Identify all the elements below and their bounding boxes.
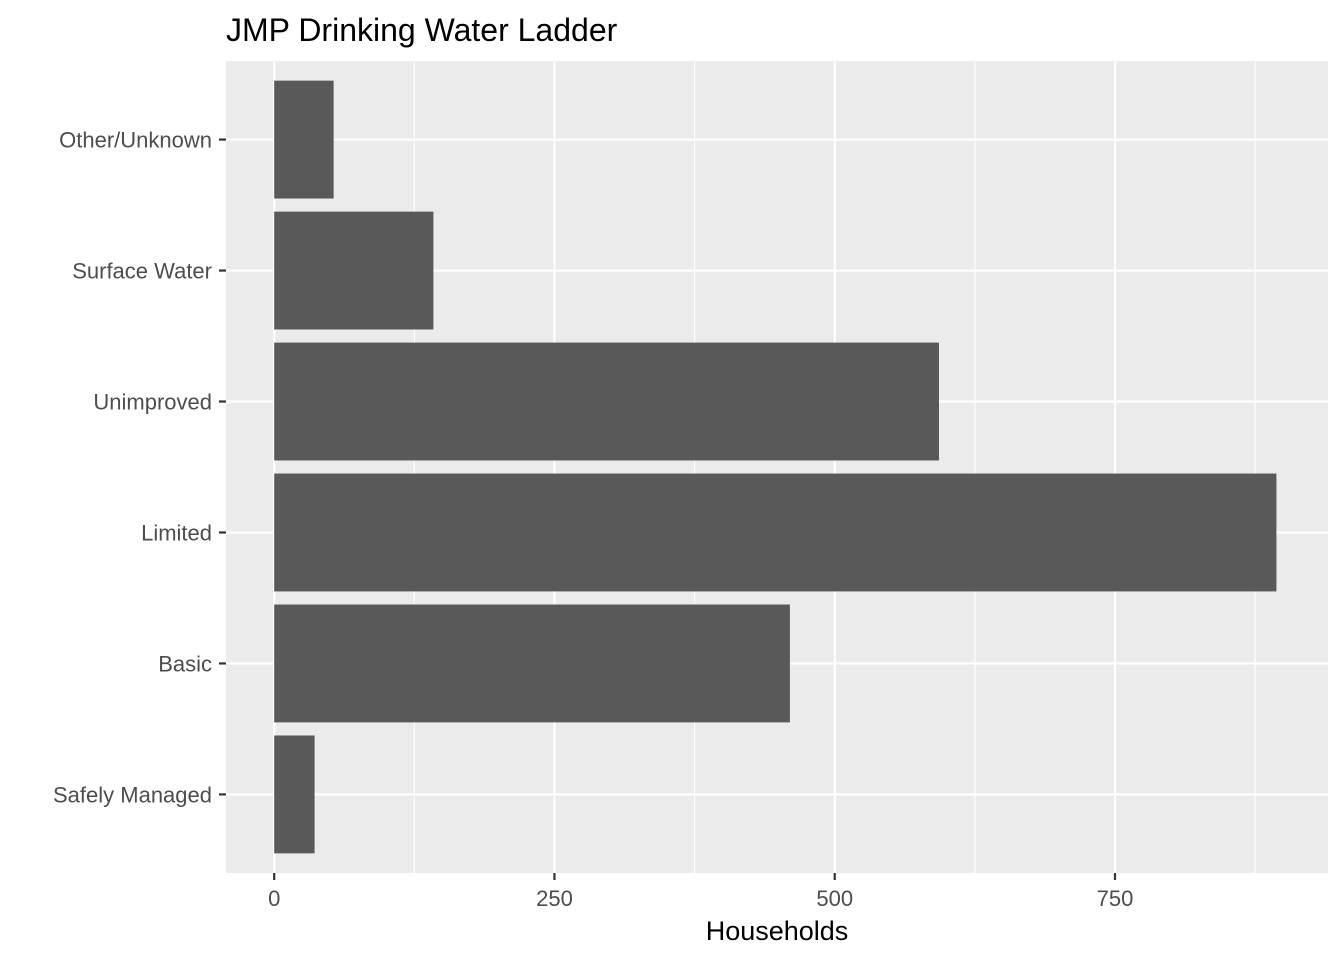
plot-panel: [226, 61, 1328, 873]
bar-limited: [274, 473, 1277, 592]
bar-unimproved: [274, 342, 939, 461]
bars: [274, 80, 1277, 854]
x-tick-label: 0: [268, 886, 280, 911]
bar-surface-water: [274, 211, 434, 330]
minor-gridlines: [413, 61, 1256, 873]
bar-basic: [274, 604, 790, 723]
y-tick-label: Safely Managed: [53, 782, 212, 807]
y-axis: Safely Managed Basic Limited Unimproved Surf…: [53, 128, 226, 807]
bar-other-unknown: [274, 80, 334, 199]
x-axis-title: Households: [706, 916, 849, 946]
x-tick-label: 500: [816, 886, 853, 911]
y-tick-label: Limited: [141, 520, 212, 545]
chart-title: JMP Drinking Water Ladder: [226, 12, 618, 48]
y-tick-label: Surface Water: [72, 259, 212, 284]
x-axis: 0 250 500 750: [268, 873, 1133, 911]
y-tick-label: Unimproved: [93, 390, 212, 415]
x-tick-label: 250: [536, 886, 573, 911]
bar-safely-managed: [274, 735, 315, 854]
x-tick-label: 750: [1097, 886, 1134, 911]
y-tick-label: Other/Unknown: [59, 128, 212, 153]
y-tick-label: Basic: [158, 651, 212, 676]
